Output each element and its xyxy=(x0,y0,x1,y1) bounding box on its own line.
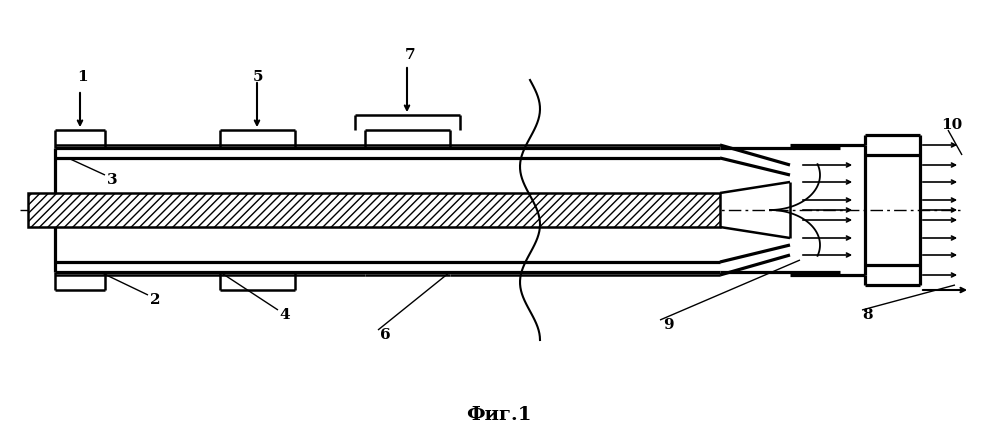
Text: 4: 4 xyxy=(279,308,290,322)
Text: 7: 7 xyxy=(404,48,415,62)
Text: 9: 9 xyxy=(663,318,674,332)
Text: 1: 1 xyxy=(78,70,88,84)
Text: 8: 8 xyxy=(862,308,873,322)
Bar xyxy=(28,193,720,227)
Text: 10: 10 xyxy=(941,118,963,132)
Text: 6: 6 xyxy=(379,328,390,342)
Text: 3: 3 xyxy=(107,173,118,187)
Text: 2: 2 xyxy=(150,293,161,307)
Text: 5: 5 xyxy=(252,70,263,84)
Text: Фиг.1: Фиг.1 xyxy=(466,406,532,424)
